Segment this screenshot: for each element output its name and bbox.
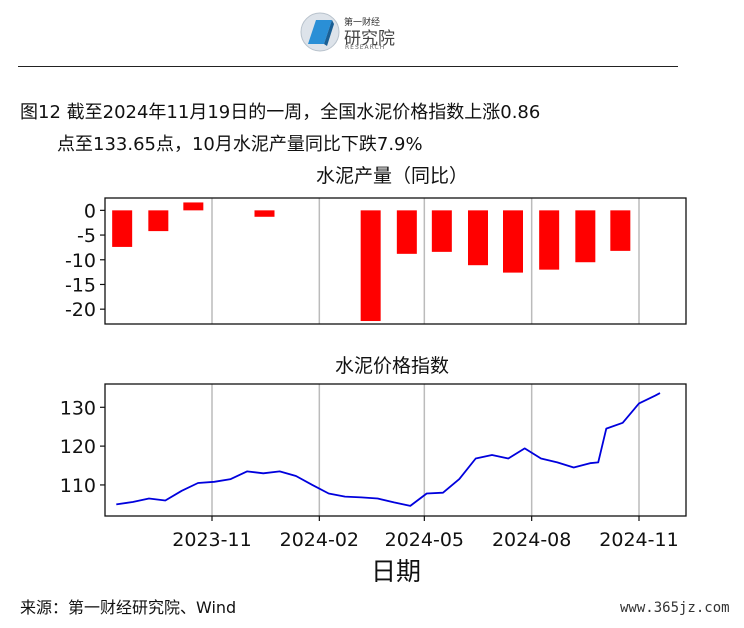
line-y-tick-label: 130 xyxy=(60,397,96,419)
bar xyxy=(539,210,560,270)
bar-y-tick-label: 0 xyxy=(84,200,96,222)
x-tick-label: 2024-02 xyxy=(280,529,359,551)
x-tick-label: 2024-05 xyxy=(385,529,464,551)
x-tick-label: 2024-08 xyxy=(492,529,571,551)
bar-panel-title: 水泥产量（同比） xyxy=(316,165,468,187)
bar xyxy=(112,210,133,247)
source-note: 来源：第一财经研究院、Wind xyxy=(20,598,237,617)
logo-sub-text: RESEARCH xyxy=(345,44,386,51)
research-logo-icon xyxy=(300,12,340,52)
logo-main-text: 研究院 xyxy=(344,29,395,49)
watermark: www.365jz.com xyxy=(620,600,730,616)
bar xyxy=(468,210,488,266)
bar xyxy=(610,210,631,251)
logo-top-text: 第一财经 xyxy=(344,18,381,28)
x-tick-label: 2023-11 xyxy=(172,529,251,551)
bar-y-tick-label: -20 xyxy=(65,299,96,321)
bar-y-tick-label: -10 xyxy=(65,250,96,272)
bar xyxy=(360,210,381,322)
x-axis-label: 日期 xyxy=(371,557,421,586)
bar xyxy=(254,210,275,217)
line-y-tick-label: 120 xyxy=(60,436,96,458)
bar xyxy=(575,210,596,263)
bar-y-tick-label: -15 xyxy=(65,274,96,296)
bar xyxy=(183,202,204,211)
line-y-tick-label: 110 xyxy=(60,475,96,497)
header-rule xyxy=(18,66,678,67)
bar-y-tick-label: -5 xyxy=(77,225,96,247)
figure-title-line2: 点至133.65点，10月水泥产量同比下跌7.9% xyxy=(57,134,423,155)
line-panel-title: 水泥价格指数 xyxy=(335,355,449,377)
figure-title-line1: 图12 截至2024年11月19日的一周，全国水泥价格指数上涨0.86 xyxy=(20,102,541,123)
bar xyxy=(503,210,523,273)
bar xyxy=(431,210,452,252)
bar xyxy=(396,210,417,254)
x-tick-label: 2024-11 xyxy=(599,529,678,551)
bar-panel-frame xyxy=(104,197,687,325)
bar xyxy=(148,210,169,232)
bar-panel-background xyxy=(105,198,686,324)
price-index-line xyxy=(116,392,661,507)
line-panel-frame xyxy=(104,383,687,517)
